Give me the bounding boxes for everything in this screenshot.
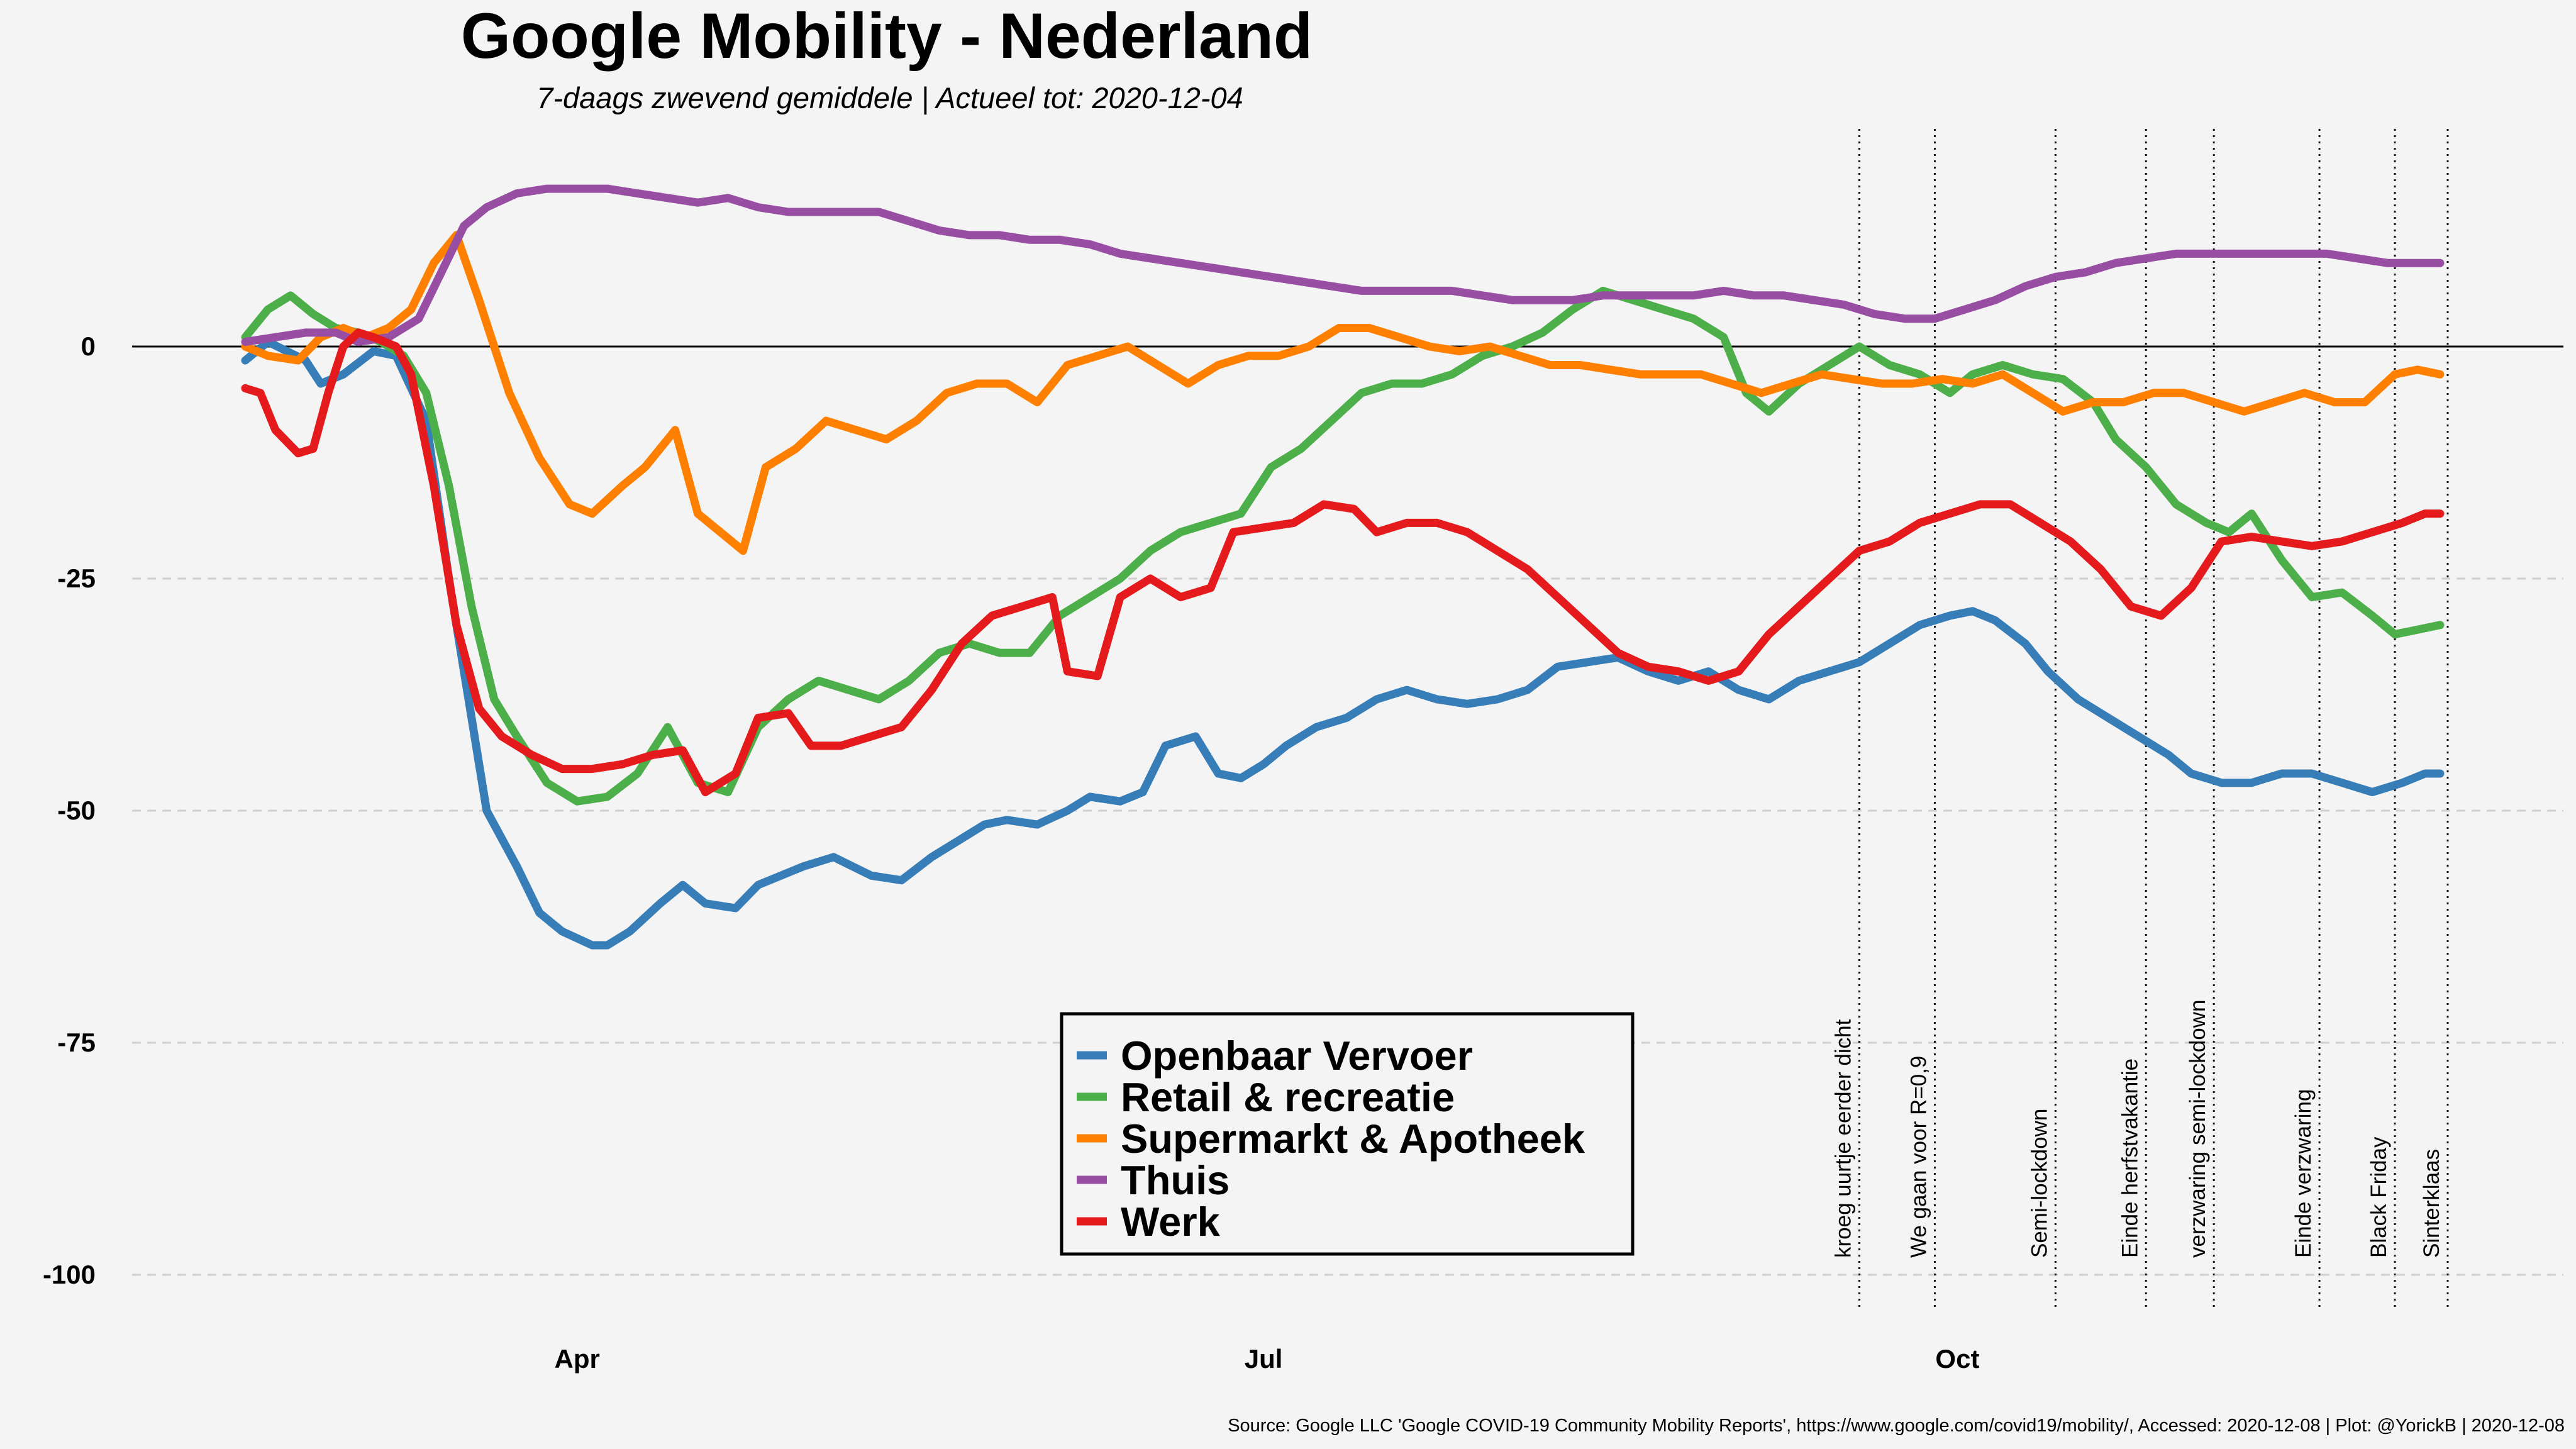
event-markers: kroeg uurtje eerder dicht We gaan voor R=… — [1831, 129, 2449, 1311]
event-label: We gaan voor R=0,9 — [1906, 1056, 1931, 1258]
x-tick-label: Jul — [1245, 1344, 1283, 1374]
event-label: kroeg uurtje eerder dicht — [1831, 1019, 1856, 1258]
event-label: Black Friday — [2367, 1136, 2391, 1258]
y-tick-label: 0 — [81, 331, 96, 361]
series-line — [241, 328, 2445, 796]
x-axis: Apr Jul Oct — [555, 1344, 1980, 1374]
series-line — [241, 338, 2445, 950]
legend-label: Retail & recreatie — [1121, 1074, 1455, 1120]
source-caption: Source: Google LLC 'Google COVID-19 Comm… — [1228, 1416, 2565, 1436]
chart-subtitle: 7-daags zwevend gemiddele | Actueel tot:… — [536, 81, 1243, 114]
event-label: Einde herfstvakantie — [2118, 1058, 2142, 1258]
event-label: Einde verzwaring — [2291, 1089, 2316, 1258]
event-label: verzwaring semi-lockdown — [2185, 1000, 2210, 1258]
x-tick-label: Apr — [555, 1344, 600, 1374]
event-label: Sinterklaas — [2419, 1149, 2444, 1258]
legend-label: Supermarkt & Apotheek — [1121, 1116, 1585, 1162]
legend-label: Thuis — [1121, 1157, 1230, 1203]
legend-label: Openbaar Vervoer — [1121, 1033, 1473, 1079]
legend-label: Werk — [1121, 1199, 1221, 1245]
y-tick-label: -100 — [43, 1260, 96, 1289]
chart-title: Google Mobility - Nederland — [461, 0, 1313, 72]
y-tick-label: -25 — [57, 564, 96, 593]
y-tick-label: -50 — [57, 796, 96, 825]
data-series — [241, 184, 2445, 950]
y-axis: 0 -25 -50 -75 -100 — [43, 331, 96, 1289]
legend-box — [1060, 1012, 1635, 1256]
series-line — [241, 184, 2445, 347]
event-label: Semi-lockdown — [2027, 1109, 2051, 1258]
x-tick-label: Oct — [1935, 1344, 1979, 1374]
series-line — [241, 231, 2445, 555]
y-tick-label: -75 — [57, 1028, 96, 1057]
